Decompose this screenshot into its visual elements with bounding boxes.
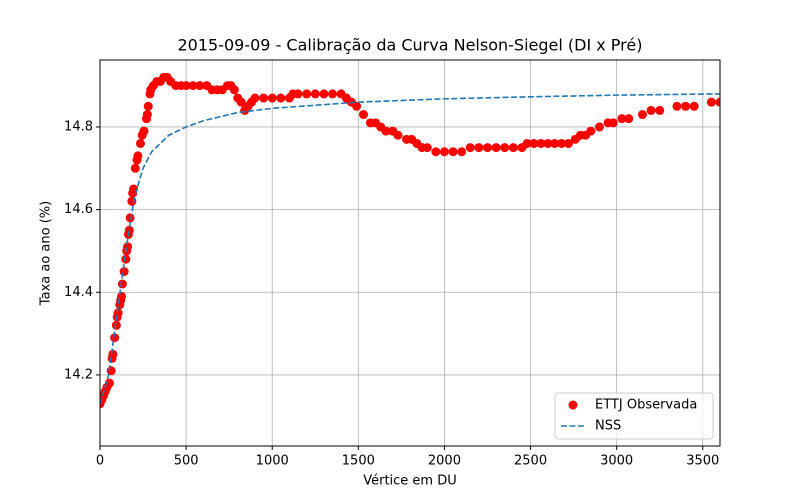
point [529,138,539,148]
point [448,147,458,157]
point [236,97,246,107]
point [250,93,260,103]
plot-frame [99,59,721,447]
point [293,89,303,99]
point [135,138,145,148]
point [130,163,140,173]
legend-label: ETTJ Observada [595,398,697,413]
x-tick-label: 3000 [600,454,633,469]
point [550,138,560,148]
point [617,114,627,124]
line [100,93,720,405]
legend-marker [568,400,578,410]
point [143,101,153,111]
y-tick-label: 14.2 [64,367,93,382]
point [491,143,501,153]
point [124,225,134,235]
point [439,147,449,157]
point [681,101,691,111]
point [638,110,647,120]
x-tick-label: 3500 [686,454,719,469]
point [133,151,143,161]
point [465,143,475,153]
point [125,213,135,223]
x-tick-label: 0 [96,454,104,469]
point [431,147,441,157]
point [646,105,656,115]
point [359,110,368,120]
legend-label: NSS [595,419,621,434]
point [328,89,337,99]
point [352,101,362,111]
point [181,81,191,91]
point [108,349,118,359]
point [302,89,312,99]
point [117,279,127,289]
point [655,105,665,115]
plot [100,72,720,409]
point [557,138,567,148]
point [474,143,484,153]
point [536,138,546,148]
point [110,333,120,343]
point [310,89,320,99]
x-tick-label: 1000 [256,454,289,469]
point [715,97,720,107]
point [188,81,198,91]
x-tick-label: 1500 [342,454,375,469]
point [229,85,239,95]
point [522,138,532,148]
point [104,378,114,388]
point [594,122,604,132]
point [276,93,286,103]
chart-title: 2015-09-09 - Calibração da Curva Nelson-… [178,36,643,55]
point [111,320,121,330]
point [123,242,133,252]
y-tick-label: 14.6 [64,202,93,217]
x-axis-label: Vértice em DU [363,474,457,489]
point [586,126,596,136]
point [139,126,149,136]
y-tick-label: 14.8 [64,119,93,134]
x-tick-label: 2000 [428,454,461,469]
x-tick-label: 2500 [514,454,547,469]
point [706,97,716,107]
point [142,110,152,120]
point [393,130,403,140]
point [113,308,123,318]
point [543,138,553,148]
point [483,143,492,153]
point [563,138,573,148]
x-tick-label: 500 [174,454,199,469]
point [457,147,467,157]
point [608,118,618,128]
point [689,101,699,111]
point [195,81,205,91]
point [259,93,269,103]
y-tick-label: 14.4 [64,285,93,300]
point [319,89,329,99]
point [267,93,277,103]
point [672,101,682,111]
y-axis-label: Taxa ao ano (%) [39,201,54,306]
legend-box [554,392,714,440]
point [508,143,518,153]
point [422,143,432,153]
point [381,126,391,136]
point [500,143,510,153]
point [624,114,634,124]
